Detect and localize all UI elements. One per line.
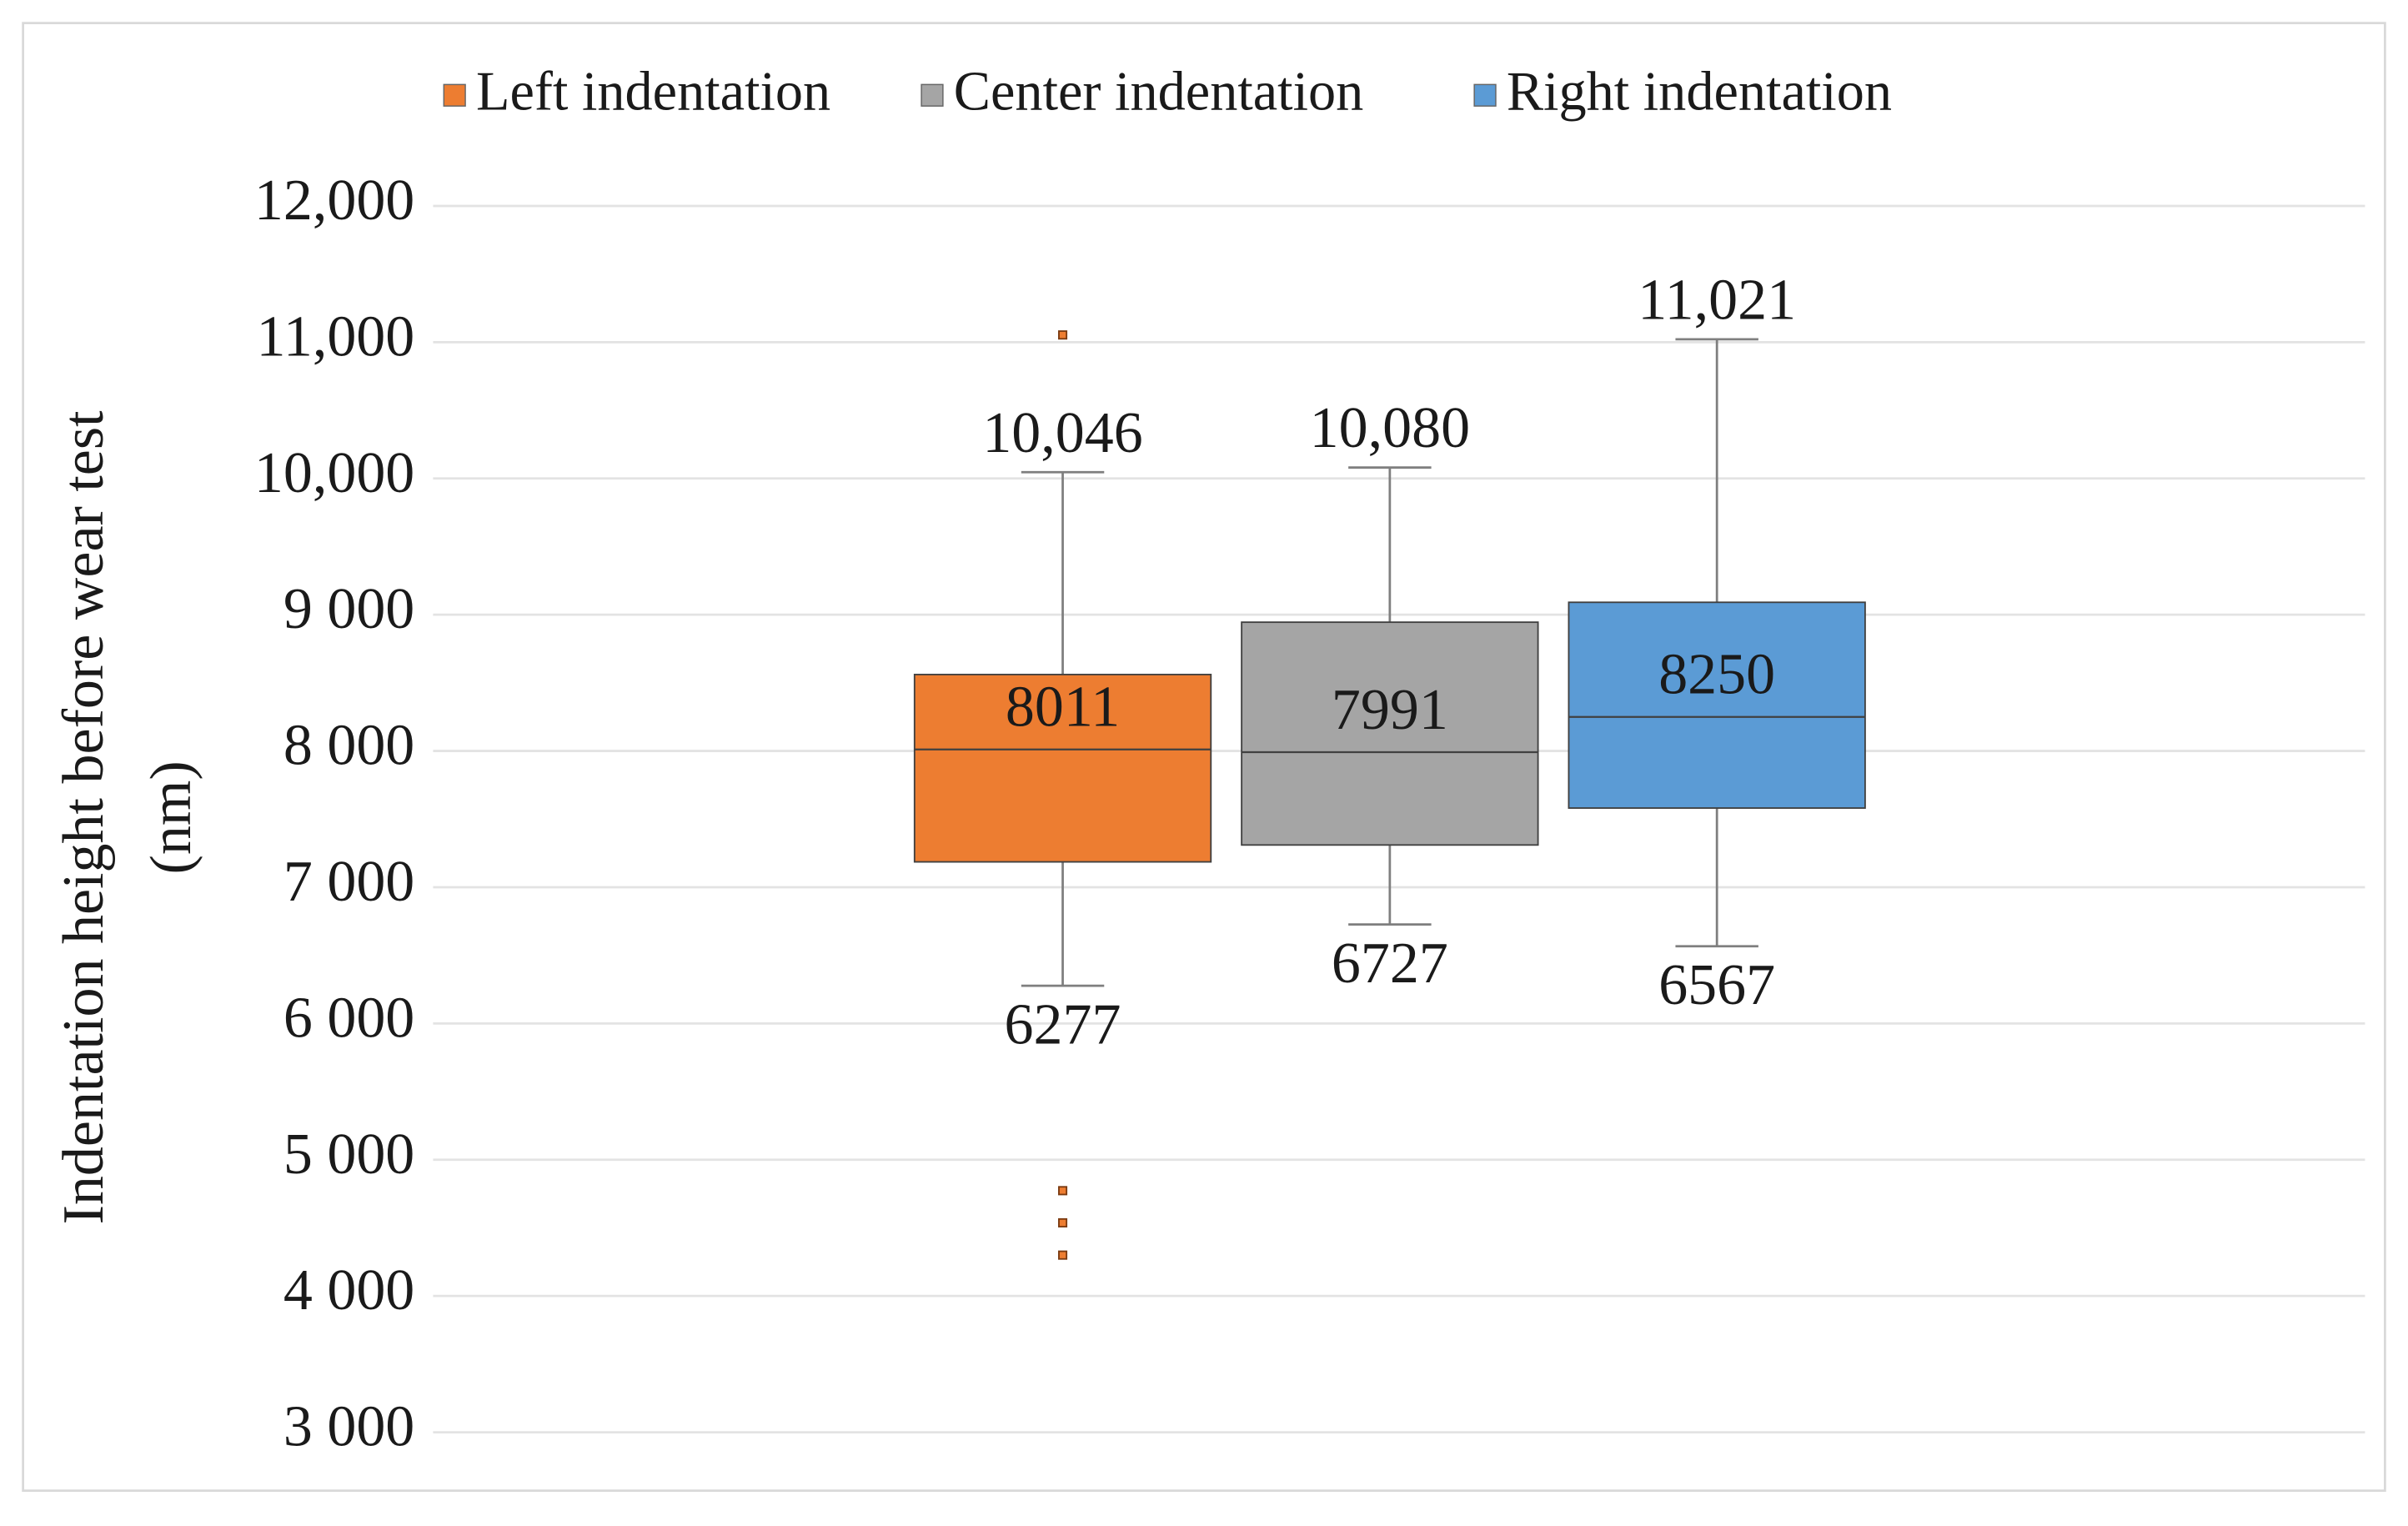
y-tick-label: 6 000 [283,986,414,1050]
whisker-low-label: 6567 [1658,953,1775,1017]
whisker-high-label: 10,046 [982,401,1142,465]
y-tick-label: 10,000 [254,441,414,505]
box [1241,621,1539,846]
legend-label: Left indentation [476,61,830,122]
box [1568,601,1866,809]
median-label: 7991 [1332,678,1448,742]
legend-label: Right indentation [1507,61,1892,122]
outlier [1058,330,1068,340]
whisker-high-label: 10,080 [1310,396,1470,460]
legend-swatch [443,83,466,107]
outlier [1058,1186,1068,1196]
legend-label: Center indentation [954,61,1364,122]
legend-swatch [921,83,944,107]
whisker-high-label: 11,021 [1638,268,1796,332]
y-tick-label: 3 000 [283,1395,414,1459]
outlier [1058,1250,1068,1260]
median-label: 8011 [1006,675,1120,740]
outlier [1058,1217,1068,1227]
whisker-low-label: 6277 [1005,993,1121,1057]
y-tick-label: 11,000 [256,304,414,369]
y-tick-label: 4 000 [283,1258,414,1323]
y-tick-label: 8 000 [283,714,414,778]
whisker-low-label: 6727 [1332,931,1448,996]
y-tick-label: 7 000 [283,850,414,914]
y-tick-label: 9 000 [283,577,414,641]
y-tick-label: 12,000 [254,168,414,233]
box [913,673,1212,863]
y-axis-title: Indentation height before wear test [52,410,116,1225]
median-label: 8250 [1658,643,1775,707]
y-tick-label: 5 000 [283,1122,414,1187]
y-axis-title: (nm) [139,760,203,874]
legend-swatch [1473,83,1497,107]
